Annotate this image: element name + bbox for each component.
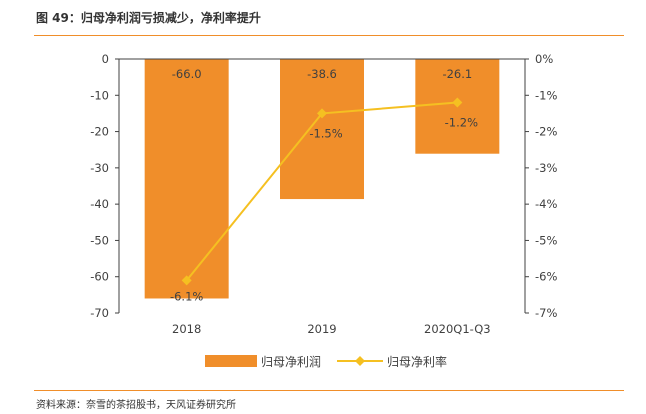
right-tick-label: -3% [535,161,557,175]
legend-line-label: 归母净利率 [387,354,447,369]
legend-bar-label: 归母净利润 [261,355,321,369]
left-tick-label: 0 [102,52,109,66]
x-tick-label: 2019 [307,322,336,336]
source-note: 资料来源：奈雪的茶招股书，天风证券研究所 [36,400,236,411]
bar [280,59,364,200]
x-axis: 2018 2019 2020Q1-Q3 [119,58,525,336]
right-tick-label: -5% [535,233,557,247]
left-tick-label: -60 [90,270,109,284]
left-tick-label: -30 [90,161,109,175]
right-tick-label: -1% [535,88,557,102]
line-series: -6.1% -1.5% -1.2% [170,97,478,303]
x-tick-label: 2018 [172,322,201,336]
left-tick-label: -10 [90,88,109,102]
right-axis: 0% -1% -2% -3% -4% -5% -6% -7% [524,52,557,320]
line-data-label: -1.5% [309,126,342,140]
x-tick-label: 2020Q1-Q3 [424,322,491,336]
bar-data-label: -26.1 [442,67,472,81]
line-data-label: -1.2% [445,116,478,130]
chart-title: 图 49：归母净利润亏损减少，净利率提升 [36,11,261,25]
bar-series: -66.0 -38.6 -26.1 [144,59,500,299]
left-tick-label: -40 [90,197,109,211]
line-marker [317,108,327,119]
line-marker [181,275,192,286]
bar-data-label: -66.0 [172,67,202,81]
legend: 归母净利润 归母净利率 [205,354,447,369]
left-axis: 0 -10 -20 -30 -40 -50 -60 -70 [90,52,120,320]
title-divider [34,35,624,36]
bar [144,59,229,299]
right-tick-label: -6% [535,270,557,284]
bar-data-label: -38.6 [307,67,337,81]
right-tick-label: -7% [535,306,557,320]
left-tick-label: -50 [90,233,109,247]
right-tick-label: -2% [535,125,557,139]
line-data-label: -6.1% [170,289,203,303]
left-tick-label: -20 [90,125,109,139]
right-tick-label: 0% [535,52,553,66]
right-tick-label: -4% [535,197,557,211]
line-marker [452,97,463,108]
left-tick-label: -70 [90,306,109,320]
legend-bar-swatch [205,355,257,367]
source-divider [34,390,624,391]
legend-line-marker [355,356,365,366]
